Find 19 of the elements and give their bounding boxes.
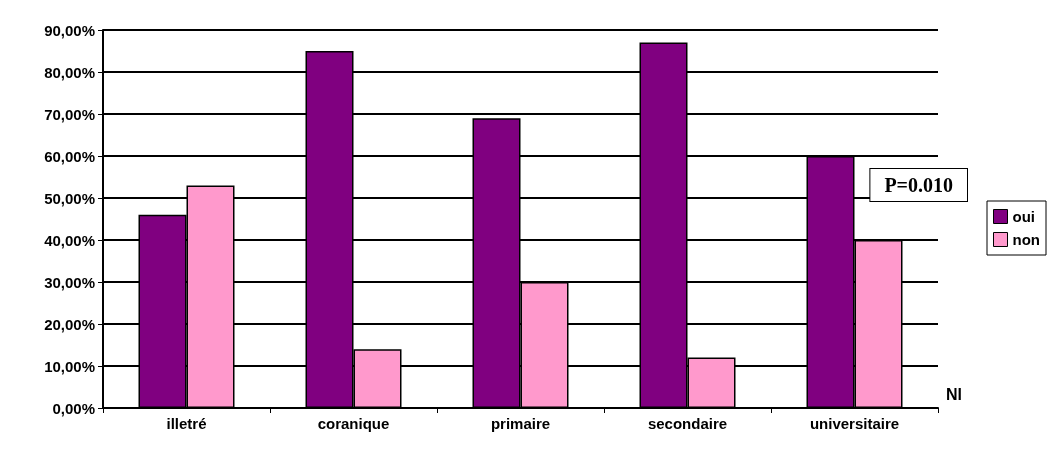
x-axis-title: Nl <box>946 385 962 403</box>
y-tick-label: 90,00% <box>44 21 95 39</box>
y-tick-label: 60,00% <box>44 147 95 165</box>
y-tick-label: 20,00% <box>44 315 95 333</box>
x-tick-label: illetré <box>166 415 207 432</box>
y-tick-label: 30,00% <box>44 273 95 291</box>
legend-label: oui <box>1012 208 1036 225</box>
y-tick-label: 50,00% <box>44 189 95 207</box>
x-tick-label: coranique <box>317 415 390 432</box>
y-tick-label: 80,00% <box>44 63 95 81</box>
x-tick-label: universitaire <box>809 415 900 432</box>
y-tick-label: 0,00% <box>52 399 95 417</box>
x-tick-label: secondaire <box>647 415 728 432</box>
legend-label: non <box>1012 231 1041 248</box>
y-tick-label: 70,00% <box>44 105 95 123</box>
y-tick-label: 40,00% <box>44 231 95 249</box>
x-tick-label: primaire <box>490 415 551 432</box>
y-tick-label: 10,00% <box>44 357 95 375</box>
annotation: P=0.010 <box>884 174 954 196</box>
